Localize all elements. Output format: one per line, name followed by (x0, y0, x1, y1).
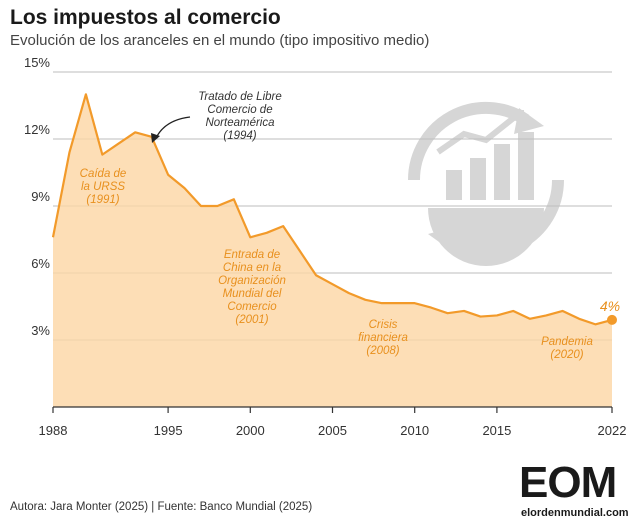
page-subtitle: Evolución de los aranceles en el mundo (… (10, 32, 430, 49)
y-tick-label: 3% (31, 323, 50, 338)
y-tick-label: 9% (31, 189, 50, 204)
x-tick-label: 2022 (598, 423, 627, 438)
annotation: Entrada de China en la Organización Mundial… (218, 249, 286, 326)
source-credits: Autora: Jara Monter (2025) | Fuente: Ban… (10, 501, 313, 513)
y-tick-label: 6% (31, 256, 50, 271)
icon-growth-bar (446, 170, 462, 200)
icon-trend-line (436, 113, 518, 155)
annotation: Pandemia (2020) (541, 336, 593, 361)
icon-trend-arrow (508, 110, 524, 126)
x-tick-label: 1988 (39, 423, 68, 438)
eom-logo[interactable]: EOM elordenmundial.com (519, 458, 634, 520)
annotation: Crisis financiera (2008) (358, 319, 408, 357)
y-tick-label: 15% (24, 55, 50, 70)
y-tick-label: 12% (24, 122, 50, 137)
x-tick-label: 2015 (482, 423, 511, 438)
series-line (51, 93, 613, 326)
icon-globe-half (428, 208, 544, 266)
logo-letters: EOM (519, 458, 617, 507)
x-tick-label: 2000 (236, 423, 265, 438)
end-point (607, 314, 617, 325)
annotation-arrow (155, 116, 191, 139)
x-tick-label: 2010 (400, 423, 429, 438)
icon-growth-bar (494, 144, 510, 200)
annotation: Tratado de Libre Comercio de Norteamérica(… (198, 91, 282, 142)
end-value-label: 4% (600, 298, 620, 314)
x-tick-label: 1995 (154, 423, 183, 438)
annotation-arrow-head (151, 133, 160, 143)
globe-growth-chart-icon (407, 101, 565, 266)
icon-growth-bar (518, 132, 534, 200)
icon-growth-bar (470, 158, 486, 200)
icon-arc-top (407, 101, 530, 181)
page-title: Los impuestos al comercio (10, 6, 281, 29)
series-area (53, 94, 612, 407)
annotation: Caída de la URSS (1991) (80, 168, 127, 206)
x-tick-label: 2005 (318, 423, 347, 438)
logo-url: elordenmundial.com (521, 507, 629, 519)
